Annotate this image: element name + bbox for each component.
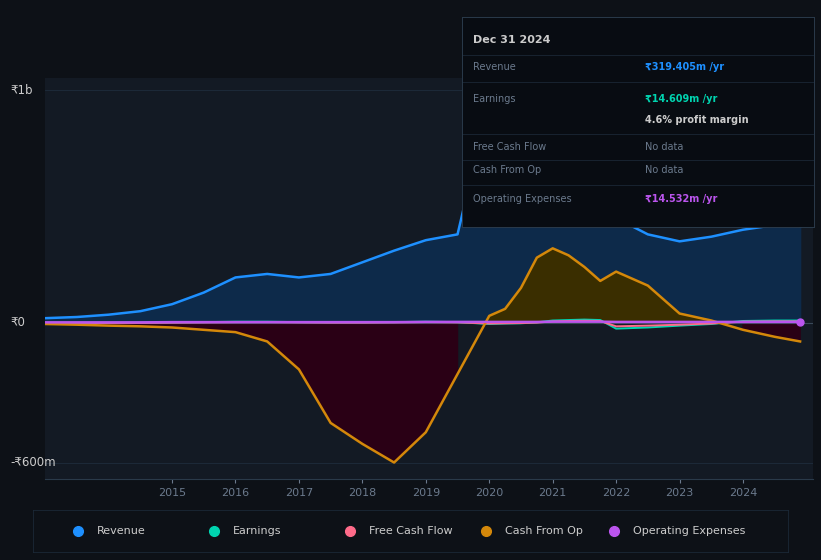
Text: ₹14.532m /yr: ₹14.532m /yr (645, 194, 718, 204)
Text: Revenue: Revenue (473, 62, 516, 72)
Text: Free Cash Flow: Free Cash Flow (473, 142, 546, 152)
Text: Revenue: Revenue (97, 526, 146, 535)
Text: -₹600m: -₹600m (11, 456, 56, 469)
Text: Earnings: Earnings (473, 94, 516, 104)
Text: ₹0: ₹0 (11, 316, 25, 329)
Text: ₹1b: ₹1b (11, 83, 33, 96)
Text: Operating Expenses: Operating Expenses (473, 194, 571, 204)
Text: 4.6% profit margin: 4.6% profit margin (645, 115, 749, 125)
Text: Free Cash Flow: Free Cash Flow (369, 526, 452, 535)
Text: Operating Expenses: Operating Expenses (633, 526, 745, 535)
Text: ₹14.609m /yr: ₹14.609m /yr (645, 94, 718, 104)
Text: No data: No data (645, 165, 683, 175)
Text: Cash From Op: Cash From Op (505, 526, 583, 535)
Text: Dec 31 2024: Dec 31 2024 (473, 35, 550, 45)
Text: ₹319.405m /yr: ₹319.405m /yr (645, 62, 724, 72)
Text: No data: No data (645, 142, 683, 152)
Text: Cash From Op: Cash From Op (473, 165, 541, 175)
Text: Earnings: Earnings (233, 526, 282, 535)
